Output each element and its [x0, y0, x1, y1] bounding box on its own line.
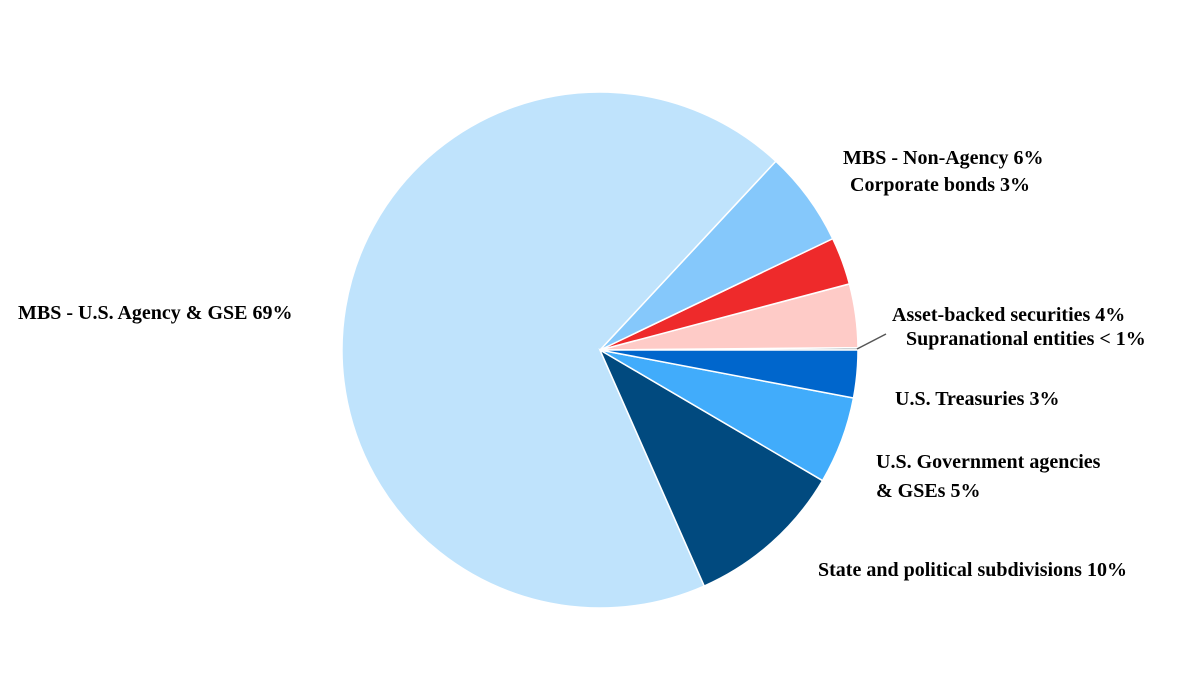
pie-slice-0	[341, 91, 777, 609]
label-mbs-us-agency-gse: MBS - U.S. Agency & GSE 69%	[18, 302, 292, 324]
label-asset-backed-securities: Asset-backed securities 4%	[892, 304, 1125, 326]
leader-line-supranational	[856, 333, 887, 350]
label-mbs-non-agency: MBS - Non-Agency 6%	[843, 147, 1044, 169]
label-us-government-agencies-line1: U.S. Government agencies	[876, 451, 1101, 473]
pie-slice-7	[598, 348, 824, 587]
label-supranational-entities: Supranational entities < 1%	[906, 328, 1146, 350]
label-state-political-subdivisions: State and political subdivisions 10%	[818, 559, 1127, 581]
label-corporate-bonds: Corporate bonds 3%	[850, 174, 1030, 196]
slice-labels: MBS - U.S. Agency & GSE 69% MBS - Non-Ag…	[18, 147, 1146, 581]
pie-slices	[341, 91, 859, 609]
label-us-government-agencies-line2: & GSEs 5%	[876, 480, 980, 502]
leader-lines	[856, 333, 887, 350]
pie-slice-5	[599, 349, 859, 399]
label-us-treasuries: U.S. Treasuries 3%	[895, 388, 1059, 410]
